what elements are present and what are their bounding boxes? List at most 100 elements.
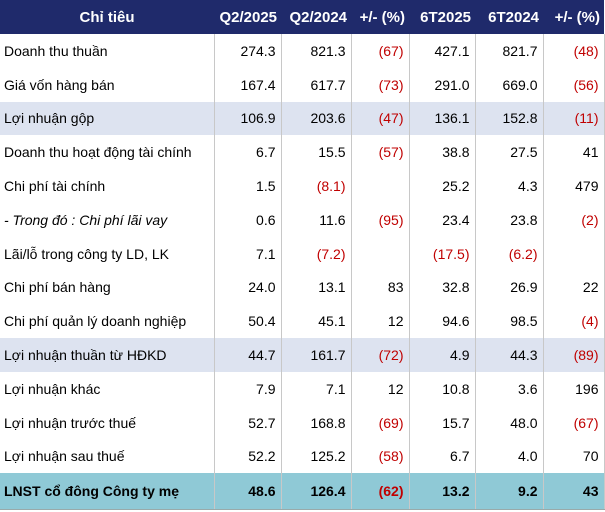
row-label: Doanh thu hoạt động tài chính [0, 135, 215, 170]
row-value-cell: 26.9 [475, 270, 544, 305]
table-row: Lợi nhuận gộp 106.9 203.6 (47) 136.1 152.8 (11… [0, 101, 605, 136]
row-value-cell: (73) [351, 67, 410, 102]
row-value-cell: 152.8 [475, 101, 544, 136]
row-label: Chi phí bán hàng [0, 270, 215, 305]
row-value-cell: 203.6 [281, 101, 352, 136]
row-value-cell: 7.1 [281, 371, 352, 406]
row-value-cell: (48) [543, 34, 605, 68]
table-row: Doanh thu thuần 274.3 821.3 (67) 427.1 821.7(… [0, 34, 605, 68]
row-value-cell: 83 [351, 270, 410, 305]
row-value-cell: 15.5 [281, 135, 352, 170]
row-value-cell: (4) [543, 304, 605, 339]
table-row: Doanh thu hoạt động tài chính 6.7 15.5 (57)… [0, 135, 605, 170]
row-value-cell: 12 [351, 304, 410, 339]
row-value-cell [543, 236, 605, 271]
row-value-cell: 126.4 [281, 473, 352, 511]
row-value-cell: 52.7 [214, 405, 282, 440]
row-value-cell: 479 [543, 169, 605, 203]
row-value-cell: (67) [351, 34, 410, 68]
row-value-cell: 13.2 [408, 473, 476, 511]
row-label: Doanh thu thuần [0, 34, 215, 68]
row-value-cell: 12 [351, 371, 410, 406]
row-value-cell: 3.6 [475, 371, 544, 406]
row-value-cell: 50.4 [214, 304, 282, 339]
row-value-cell: (57) [351, 135, 410, 170]
row-value-cell: (2) [543, 202, 605, 237]
header-q2-2024: Q2/2024 [281, 0, 351, 34]
row-value-cell: (62) [351, 473, 410, 511]
row-value-cell: 52.2 [214, 439, 282, 474]
row-value-cell: (67) [543, 405, 605, 440]
row-value-cell: 98.5 [475, 304, 544, 339]
row-value-cell: 617.7 [281, 67, 352, 102]
table-row: Lợi nhuận khác 7.9 7.1 12 10.8 3.6 196 [0, 371, 605, 406]
row-value-cell: 125.2 [281, 439, 352, 474]
header-6t2025: 6T2025 [409, 0, 475, 34]
header-6t2024: 6T2024 [475, 0, 543, 34]
row-value-cell: 821.7 [475, 34, 544, 68]
row-label: Lợi nhuận sau thuế [0, 439, 215, 474]
row-value-cell: 15.7 [408, 405, 476, 440]
row-value-cell: 6.7 [408, 439, 476, 474]
row-value-cell: 38.8 [408, 135, 476, 170]
row-value-cell: (6.2) [475, 236, 544, 271]
table-body: Doanh thu thuần 274.3 821.3 (67) 427.1 821.7(… [0, 34, 605, 511]
row-label: - Trong đó : Chi phí lãi vay [0, 202, 215, 237]
row-value-cell: 136.1 [408, 101, 476, 136]
row-value-cell: 9.2 [475, 473, 544, 511]
row-value-cell: 7.1 [214, 236, 282, 271]
row-value-cell: (11) [543, 101, 605, 136]
row-value-cell: (72) [351, 338, 410, 372]
row-value-cell: 25.2 [408, 169, 476, 203]
row-value-cell: 27.5 [475, 135, 544, 170]
header-indicator: Chỉ tiêu [0, 0, 214, 34]
row-value-cell: 4.9 [408, 338, 476, 372]
row-value-cell: 4.3 [475, 169, 544, 203]
row-value-cell: 48.0 [475, 405, 544, 440]
row-value-cell: (47) [351, 101, 410, 136]
row-value-cell: (8.1) [281, 169, 352, 203]
row-value-cell: 7.9 [214, 371, 282, 406]
row-value-cell: 669.0 [475, 67, 544, 102]
row-value-cell: 24.0 [214, 270, 282, 305]
row-label: Lãi/lỗ trong công ty LD, LK [0, 236, 215, 271]
row-value-cell: (95) [351, 202, 410, 237]
row-value-cell: 23.4 [408, 202, 476, 237]
row-value-cell: 94.6 [408, 304, 476, 339]
table-row: - Trong đó : Chi phí lãi vay 0.6 11.6 (95) 2… [0, 202, 605, 237]
row-value-cell: 70 [543, 439, 605, 474]
row-value-cell: 32.8 [408, 270, 476, 305]
row-value-cell: 168.8 [281, 405, 352, 440]
row-value-cell: 1.5 [214, 169, 282, 203]
table-row: Giá vốn hàng bán 167.4 617.7 (73) 291.0 669.0… [0, 67, 605, 102]
row-value-cell: 291.0 [408, 67, 476, 102]
row-label: Lợi nhuận khác [0, 371, 215, 406]
row-value-cell: 13.1 [281, 270, 352, 305]
row-value-cell: 41 [543, 135, 605, 170]
row-value-cell: 22 [543, 270, 605, 305]
row-value-cell: 167.4 [214, 67, 282, 102]
row-value-cell [351, 169, 410, 203]
row-value-cell: (56) [543, 67, 605, 102]
table-row: Lãi/lỗ trong công ty LD, LK 7.1 (7.2) (17.5… [0, 236, 605, 271]
row-value-cell: 161.7 [281, 338, 352, 372]
row-value-cell: 48.6 [214, 473, 282, 511]
row-value-cell: 0.6 [214, 202, 282, 237]
row-value-cell: 6.7 [214, 135, 282, 170]
row-value-cell: 821.3 [281, 34, 352, 68]
row-value-cell: 106.9 [214, 101, 282, 136]
header-6t-change-pct: +/- (%) [543, 0, 604, 34]
row-value-cell: 23.8 [475, 202, 544, 237]
row-value-cell: 44.3 [475, 338, 544, 372]
row-value-cell: 45.1 [281, 304, 352, 339]
row-value-cell: (69) [351, 405, 410, 440]
table-row: Chi phí bán hàng 24.0 13.1 83 32.8 26.9 22 [0, 270, 605, 305]
row-label: Lợi nhuận thuần từ HĐKD [0, 338, 215, 372]
row-value-cell: 44.7 [214, 338, 282, 372]
row-value-cell: 43 [543, 473, 605, 511]
row-label: Giá vốn hàng bán [0, 67, 215, 102]
row-value-cell: 196 [543, 371, 605, 406]
table-row: Lợi nhuận thuần từ HĐKD 44.7 161.7 (72) 4.9 4… [0, 338, 605, 372]
row-label: Chi phí tài chính [0, 169, 215, 203]
